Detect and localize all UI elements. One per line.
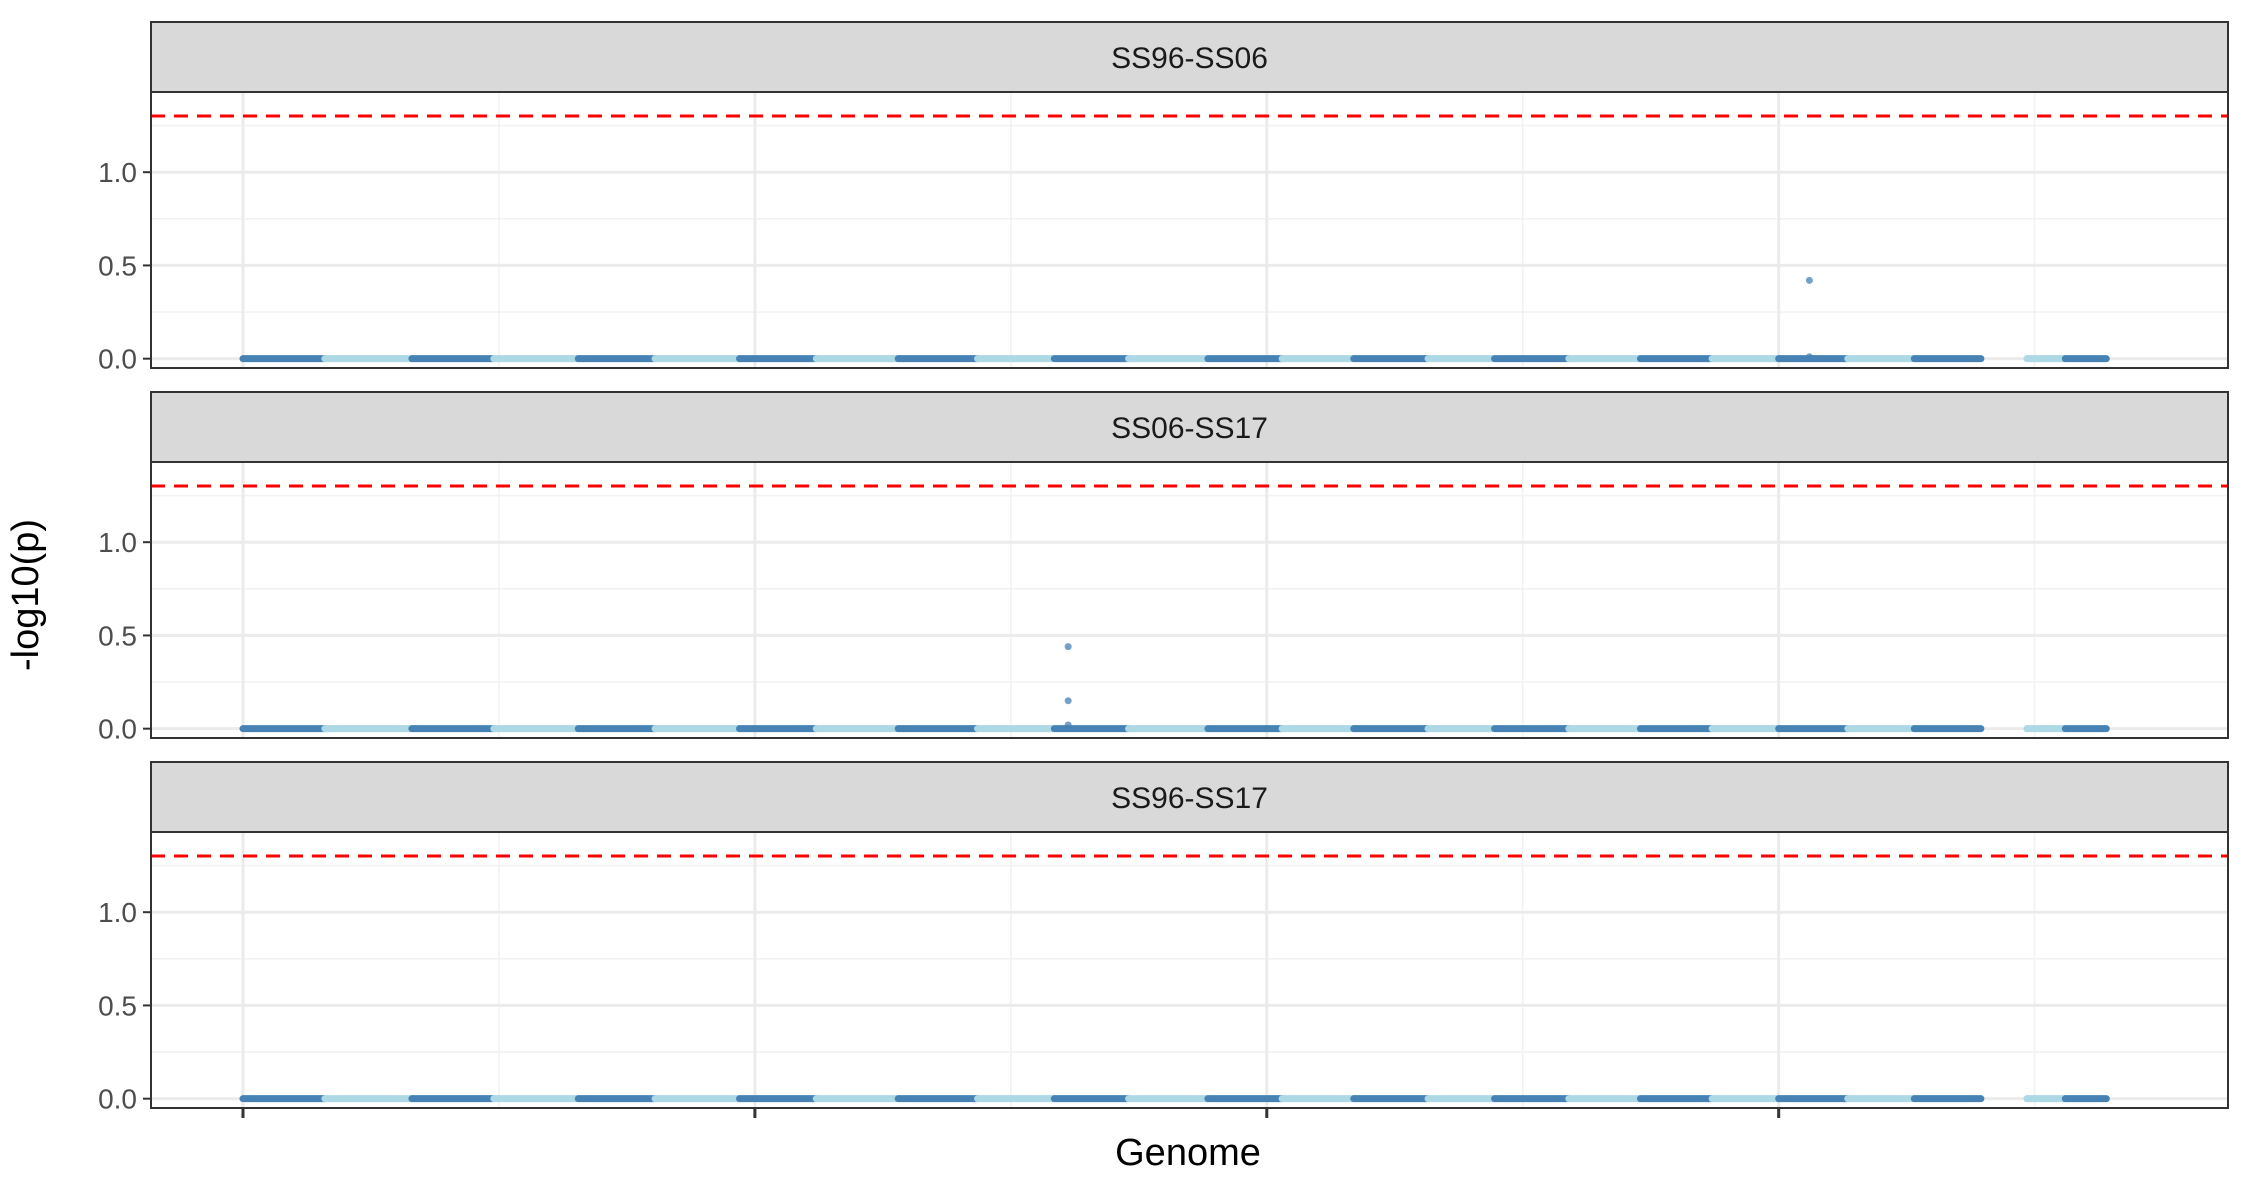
y-tick-label: 1.0	[98, 897, 137, 928]
y-tick-label: 1.0	[98, 157, 137, 188]
facet-panel: SS96-SS06 0.0 0.5 1.0	[98, 21, 2229, 375]
y-tick-label: 1.0	[98, 527, 137, 558]
facet-strip	[150, 391, 2229, 463]
y-tick-label: 0.0	[98, 344, 137, 375]
panel-background	[151, 832, 2228, 1108]
data-point	[1805, 276, 1813, 284]
y-tick-label: 0.5	[98, 990, 137, 1021]
facet-strip-label: SS96-SS06	[1111, 42, 1268, 75]
y-tick-label: 0.5	[98, 250, 137, 281]
facet-strip-label: SS96-SS17	[1111, 782, 1268, 815]
x-axis-title: Genome	[1115, 1132, 1261, 1174]
y-axis-title: -log10(p)	[5, 519, 47, 671]
panel-background	[151, 92, 2228, 368]
facet-panel: SS96-SS17 0.0 0.5 1.0	[98, 761, 2229, 1115]
data-point	[1064, 697, 1072, 705]
facet-strip	[150, 21, 2229, 93]
panel-background	[151, 462, 2228, 738]
y-tick-label: 0.0	[98, 714, 137, 745]
facet-strip	[150, 761, 2229, 833]
data-point	[1064, 721, 1072, 729]
data-point	[1064, 643, 1072, 651]
facet-panels: SS96-SS060.00.51.0SS06-SS170.00.51.0SS96…	[98, 21, 2229, 1115]
facet-strip-label: SS06-SS17	[1111, 412, 1268, 445]
facet-panel: SS06-SS17 0.0 0.5 1.0	[98, 391, 2229, 745]
panel-border	[150, 91, 2229, 369]
x-axis	[241, 1108, 1781, 1118]
y-tick-label: 0.5	[98, 620, 137, 651]
panel-border	[150, 831, 2229, 1109]
y-tick-label: 0.0	[98, 1084, 137, 1115]
data-point	[1805, 353, 1813, 361]
panel-border	[150, 461, 2229, 739]
